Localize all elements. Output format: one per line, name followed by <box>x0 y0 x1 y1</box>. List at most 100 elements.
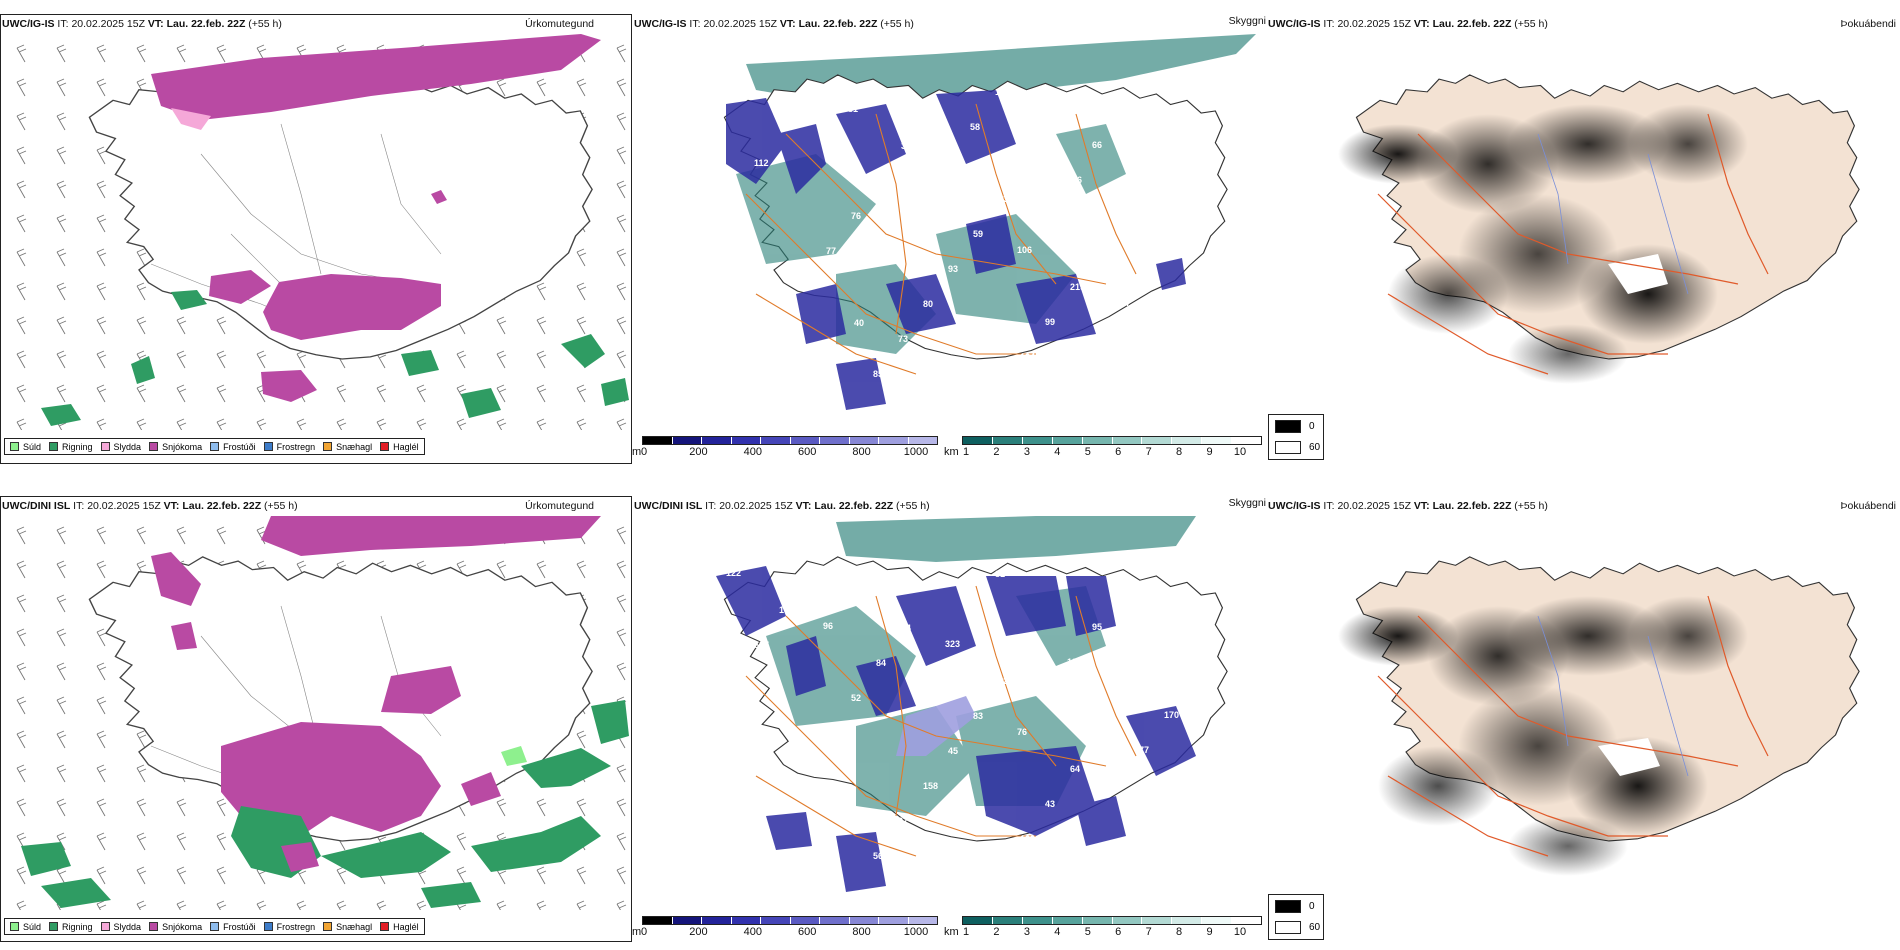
wind-barb-29 <box>536 560 547 579</box>
cloud-base-label-15: 278 <box>801 763 816 773</box>
colorbar-segment-4 <box>1082 917 1113 924</box>
wind-barb-130 <box>96 798 107 817</box>
legend-swatch <box>380 442 390 451</box>
wind-barb-49 <box>56 146 67 165</box>
legend-swatch <box>210 442 220 451</box>
cloud-base-label-17: 100 <box>995 87 1010 97</box>
colorbar-tick-7: 8 <box>1176 446 1183 458</box>
wind-barb-155 <box>456 350 467 369</box>
legend-item-6: Snæhagl <box>323 442 372 452</box>
visibility-unit: km <box>944 446 959 458</box>
it-label: IT: <box>57 18 69 30</box>
colorbar-tick-1: 2 <box>993 926 1000 938</box>
cloud-base-label-43: 41 <box>757 265 767 275</box>
vt-label: VT: <box>147 18 164 30</box>
valid-time: Lau. 22.feb. 22Z <box>1432 18 1512 30</box>
colorbar-segment-2 <box>1022 437 1053 444</box>
cloud-base-label-29: 73 <box>779 123 789 133</box>
lead-time: (+55 h) <box>264 500 298 512</box>
cloud-base-label-0: 138 <box>726 86 741 96</box>
wind-barb-129 <box>56 798 67 817</box>
wind-barb-128 <box>16 798 27 817</box>
wind-barb-128 <box>16 316 27 335</box>
legend-label: Slydda <box>113 441 142 452</box>
wind-barb-160 <box>16 866 27 885</box>
colorbar-segment-0 <box>643 917 673 924</box>
colorbar-tick-4: 800 <box>852 446 871 458</box>
cloud-base-label-28: 65 <box>1142 370 1152 380</box>
legend-label: Súld <box>23 441 42 452</box>
cloud-base-label-25: 52 <box>851 693 861 703</box>
colorbar-tick-8: 9 <box>1206 446 1213 458</box>
cloud-base-label-29: 107 <box>779 605 794 615</box>
wind-barb-131 <box>136 316 147 335</box>
rivers <box>1537 615 1689 777</box>
init-time: 20.02.2025 15Z <box>87 500 161 512</box>
lead-time: (+55 h) <box>248 18 282 30</box>
wind-barb-81 <box>56 214 67 233</box>
road-network <box>1377 595 1769 857</box>
wind-barb-63 <box>616 628 627 647</box>
wind-barb-159 <box>616 350 627 369</box>
cloud-base-unit: m <box>632 926 642 938</box>
cloud-base-label-13: 106 <box>1067 175 1082 185</box>
wind-barb-140 <box>496 316 507 335</box>
colorbar-segment-0 <box>963 917 993 924</box>
legend-item-0: Súld <box>10 442 41 452</box>
cloud-base-label-21: 158 <box>923 781 938 791</box>
cloud-base-label-37: 105 <box>1095 729 1110 739</box>
wind-barb-173 <box>536 866 547 885</box>
wind-barb-170 <box>416 384 427 403</box>
fog-key-swatch-1 <box>1275 441 1301 454</box>
drizzle-area <box>501 746 527 766</box>
fog-map-row1 <box>1268 34 1898 430</box>
wind-barb-141 <box>536 316 547 335</box>
fog-key-swatch-1 <box>1275 921 1301 934</box>
cloud-base-label-16: 97 <box>898 816 908 826</box>
cloud-base-label-22: 189 <box>1020 834 1035 844</box>
wind-barb-82 <box>96 696 107 715</box>
legend-item-3: Snjókoma <box>149 442 202 452</box>
cloud-base-label-0: 122 <box>726 568 741 578</box>
vt-label: VT: <box>1413 500 1430 512</box>
colorbar-segment-5 <box>790 437 820 444</box>
wind-barb-159 <box>616 832 627 851</box>
fog-key-label-1: 60 <box>1309 922 1321 933</box>
cloud-base-label-41: 388 <box>1023 159 1038 169</box>
precip-map-svg <box>16 516 629 910</box>
wind-barb-181 <box>216 418 227 430</box>
wind-barb-28 <box>496 78 507 97</box>
wind-barb-18 <box>96 78 107 97</box>
it-label: IT: <box>689 18 701 30</box>
snow-area-south <box>263 274 441 340</box>
legend-item-1: Rigning <box>49 442 93 452</box>
wind-barb-190 <box>576 418 587 430</box>
colorbar-segment-0 <box>963 437 993 444</box>
wind-barb-115 <box>136 282 147 301</box>
colorbar-segment-7 <box>1172 437 1203 444</box>
wind-barb-112 <box>16 764 27 783</box>
wind-barb-182 <box>256 418 267 430</box>
cloud-base-label-22: 134 <box>1020 352 1035 362</box>
wind-barb-142 <box>576 316 587 335</box>
cloud-base-label-10: 67 <box>776 316 786 326</box>
cloud-base-label-5: 135 <box>751 833 766 843</box>
colorbar-segment-5 <box>790 917 820 924</box>
wind-barb-16 <box>16 560 27 579</box>
wind-barb-189 <box>536 900 547 910</box>
cloud-base-label-14: 112 <box>1164 228 1179 238</box>
wind-barb-162 <box>96 384 107 403</box>
cloud-param-row1: Skyggni <box>1228 15 1266 27</box>
cloud-base-label-20: 77 <box>826 246 836 256</box>
legend-label: Haglél <box>393 441 419 452</box>
wind-barb-185 <box>376 418 387 430</box>
cloud-base-label-2: 108 <box>920 192 935 202</box>
snow-area-south <box>221 722 441 836</box>
colorbar-segment-9 <box>908 437 937 444</box>
wind-barb-17 <box>56 560 67 579</box>
legend-swatch <box>380 922 390 931</box>
fog-title-row2: UWC/IG-IS IT: 20.02.2025 15Z VT: Lau. 22… <box>1268 500 1548 513</box>
wind-barb-184 <box>336 418 347 430</box>
legend-item-0: Súld <box>10 922 41 932</box>
snow-area <box>151 34 601 120</box>
